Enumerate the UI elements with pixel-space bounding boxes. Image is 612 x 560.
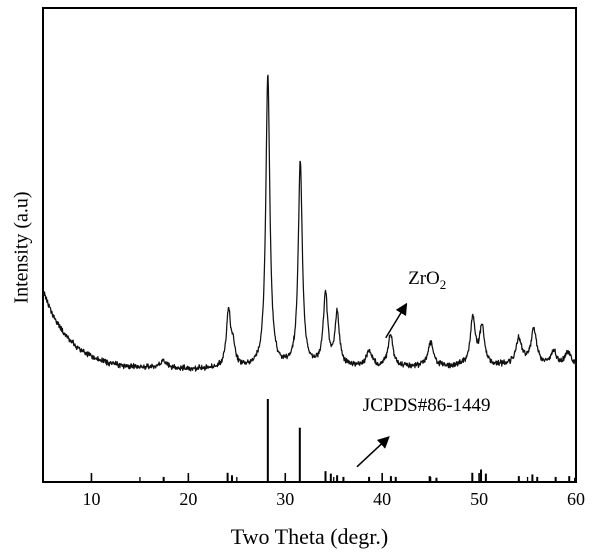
x-tick-label: 20 xyxy=(179,489,197,509)
x-tick-label: 60 xyxy=(567,489,585,509)
xrd-trace xyxy=(42,74,577,372)
y-axis-title: Intensity (a.u) xyxy=(10,191,33,304)
x-tick-label: 40 xyxy=(373,489,391,509)
annotation-zro2-subscript: 2 xyxy=(439,276,447,292)
annotation-jcpds-text: JCPDS#86-1449 xyxy=(362,394,491,416)
plot-frame xyxy=(42,7,577,483)
annotation-arrows xyxy=(356,302,408,468)
annotation-zro2-text: ZrO xyxy=(408,267,440,289)
annotation-zro2: ZrO2 xyxy=(408,268,446,293)
reference-sticks xyxy=(162,399,577,481)
plot-border xyxy=(42,7,577,483)
annotation-arrow xyxy=(385,302,408,339)
annotation-arrow xyxy=(356,436,390,468)
x-tick-label: 10 xyxy=(82,489,100,509)
annotation-jcpds: JCPDS#86-1449 xyxy=(363,395,491,417)
xrd-pattern-line xyxy=(42,74,577,372)
x-axis-title: Two Theta (degr.) xyxy=(230,524,389,549)
x-axis-ticks xyxy=(42,473,577,482)
x-tick-label: 30 xyxy=(276,489,294,509)
x-tick-label: 50 xyxy=(470,489,488,509)
x-axis-tick-labels: 10 20 30 40 50 60 xyxy=(82,489,585,509)
